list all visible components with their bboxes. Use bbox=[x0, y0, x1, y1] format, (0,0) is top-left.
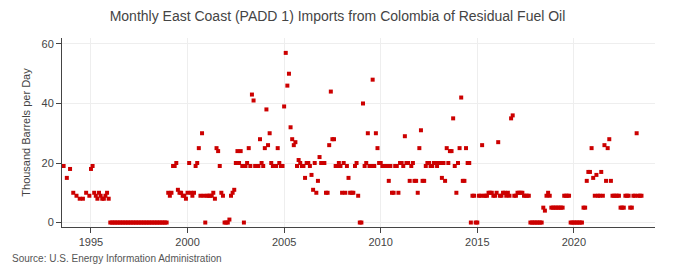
svg-text:40: 40 bbox=[42, 97, 54, 109]
svg-text:2000: 2000 bbox=[175, 236, 199, 248]
svg-text:0: 0 bbox=[48, 216, 54, 228]
svg-text:2015: 2015 bbox=[465, 236, 489, 248]
svg-text:Source: U.S. Energy Informatio: Source: U.S. Energy Information Administ… bbox=[12, 253, 222, 264]
svg-text:2020: 2020 bbox=[562, 236, 586, 248]
svg-text:60: 60 bbox=[42, 38, 54, 50]
svg-text:2005: 2005 bbox=[272, 236, 296, 248]
svg-text:20: 20 bbox=[42, 157, 54, 169]
svg-text:Monthly East Coast (PADD 1) Im: Monthly East Coast (PADD 1) Imports from… bbox=[110, 8, 566, 24]
svg-text:Thousand Barrels per Day: Thousand Barrels per Day bbox=[20, 68, 32, 197]
svg-text:2010: 2010 bbox=[368, 236, 392, 248]
svg-text:1995: 1995 bbox=[79, 236, 103, 248]
